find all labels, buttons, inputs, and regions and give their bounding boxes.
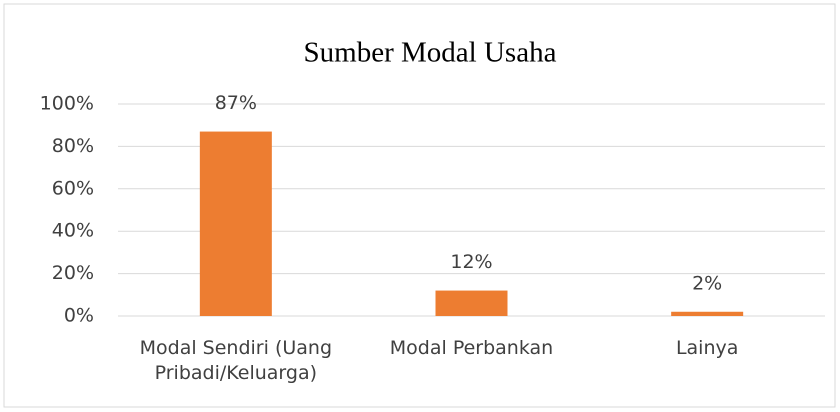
data-label: 12% [450, 251, 492, 273]
y-tick-label: 20% [52, 262, 94, 284]
y-tick-label: 80% [52, 135, 94, 157]
x-tick-label: Modal Perbankan [389, 337, 554, 359]
y-tick-label: 60% [52, 177, 94, 199]
y-tick-label: 100% [40, 93, 94, 115]
chart-frame [3, 3, 836, 408]
chart-title: Sumber Modal Usaha [304, 37, 557, 69]
bar [199, 131, 272, 316]
bar [671, 311, 744, 316]
data-label: 87% [215, 92, 257, 114]
bar [435, 290, 508, 316]
x-tick-label: Lainya [675, 337, 739, 359]
y-tick-label: 40% [52, 220, 94, 242]
data-label: 2% [692, 272, 722, 294]
x-tick-label: Modal Sendiri (Uang Pribadi/Keluarga) [139, 337, 333, 384]
y-tick-label: 0% [64, 305, 94, 327]
